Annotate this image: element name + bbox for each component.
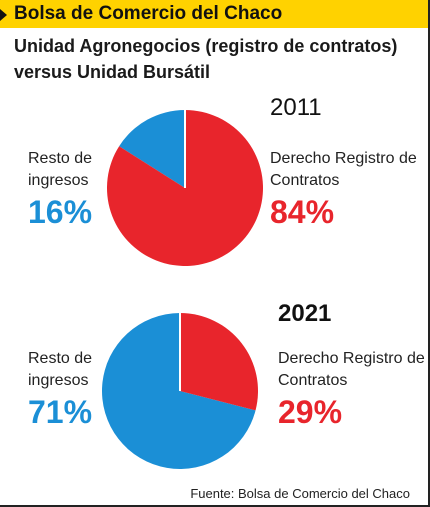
header-band: [0, 0, 428, 28]
title: Unidad Agronegocios (registro de contrat…: [14, 36, 398, 82]
header-notch: [0, 9, 7, 21]
value-label: 71%: [28, 394, 93, 430]
chart-title: 2021: [278, 300, 332, 327]
pie-slice: [180, 313, 258, 411]
pie-slice: [119, 110, 185, 188]
category-label: Derecho Registro de Contratos: [270, 150, 417, 189]
value-label: 84%: [270, 194, 335, 230]
value-label: 29%: [278, 394, 343, 430]
pie-slice: [101, 313, 256, 469]
source: Fuente: Bolsa de Comercio del Chaco: [190, 486, 410, 501]
category-label: Resto de ingresos: [28, 350, 93, 389]
chart-title: 2011: [270, 94, 322, 121]
category-label: Derecho Registro de Contratos: [278, 350, 425, 389]
value-label: 16%: [28, 194, 93, 230]
category-label: Resto de ingresos: [28, 150, 93, 189]
header: Bolsa de Comercio del Chaco: [14, 3, 283, 24]
